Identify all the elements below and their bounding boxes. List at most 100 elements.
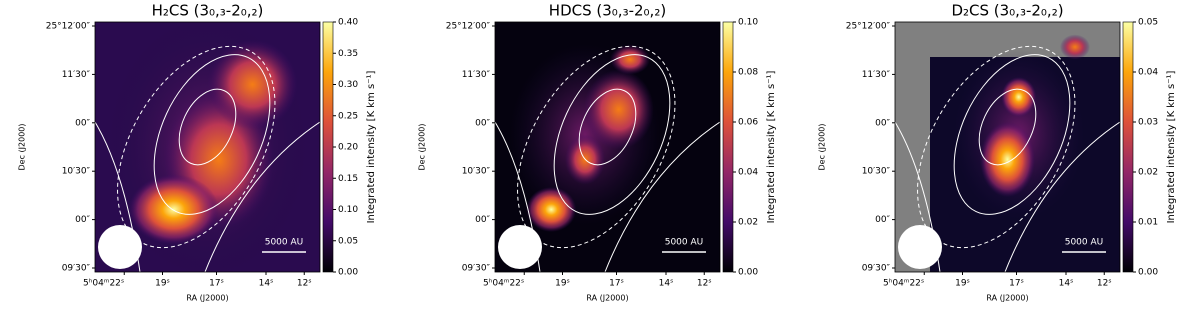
emission [128,174,219,245]
colorbar-tick-label: 0.04 [1138,68,1158,78]
colorbar-tick-label: 0.40 [338,18,358,28]
colorbar-tick-label: 0.00 [1138,268,1158,278]
x-tick-label: 12ˢ [1097,279,1112,289]
y-tick-label: 11′30″ [862,70,891,80]
contour [553,54,671,215]
y-axis-label: Dec (J2000) [818,124,827,171]
x-tick-label: 14ˢ [1059,279,1074,289]
y-tick-label: 10′30″ [862,167,891,177]
beam [98,225,142,269]
y-tick-label: 00″ [475,118,490,128]
colorbar-label: Integrated intensity [K km s⁻¹] [366,70,377,223]
y-tick-label: 00″ [875,215,890,225]
colorbar-tick-label: 0.03 [1138,118,1158,128]
colorbar-tick-label: 0.05 [1138,18,1158,28]
x-tick-label: 12ˢ [297,279,312,289]
colorbar-label: Integrated intensity [K km s⁻¹] [766,70,777,223]
contour [153,54,271,215]
x-axis-label: RA (J2000) [586,294,628,303]
colorbar [722,21,734,273]
y-tick-label: 00″ [75,118,90,128]
x-tick-label: 17ˢ [209,279,224,289]
scalebar-label: 5000 AU [665,238,704,248]
axes-frame [494,21,721,273]
y-tick-label: 10′30″ [462,167,491,177]
colorbar-tick-label: 0.10 [738,18,758,28]
colorbar-label: Integrated intensity [K km s⁻¹] [1166,70,1177,223]
y-tick-label: 00″ [475,215,490,225]
x-tick-label: 17ˢ [609,279,624,289]
colorbar-tick-label: 0.15 [338,174,358,184]
x-tick-label: 5ʰ04ᵐ22ˢ [483,279,524,289]
colorbar-tick-label: 0.20 [338,143,358,153]
y-tick-label: 25°12′00″ [446,22,491,32]
map: 5000 AU [95,22,320,272]
colorbar-tick-label: 0.02 [738,218,758,228]
x-tick-label: 5ʰ04ᵐ22ˢ [883,279,924,289]
emission [583,69,654,150]
x-tick-label: 12ˢ [697,279,712,289]
emission [610,44,650,75]
contour [178,88,237,166]
y-tick-label: 25°12′00″ [846,22,891,32]
y-tick-label: 10′30″ [62,167,91,177]
x-tick-label: 19ˢ [955,279,970,289]
y-tick-label: 09′30″ [862,264,891,274]
colorbar-tick-label: 0.08 [738,68,758,78]
contour [204,121,320,272]
colorbar-tick-label: 0.25 [338,111,358,121]
panel-title: D₂CS (3₀,₃-2₀,₂) [951,2,1063,20]
x-tick-label: 19ˢ [555,279,570,289]
y-tick-label: 09′30″ [462,264,491,274]
y-axis-label: Dec (J2000) [418,124,427,171]
y-tick-label: 11′30″ [62,70,91,80]
colorbar-tick-label: 0.00 [738,268,758,278]
colorbar-tick-label: 0.30 [338,80,358,90]
emission [1060,34,1090,60]
y-tick-label: 00″ [75,215,90,225]
colorbar-tick-label: 0.35 [338,49,358,59]
contour [578,88,637,166]
x-tick-label: 14ˢ [659,279,674,289]
panel-title: HDCS (3₀,₃-2₀,₂) [549,2,666,20]
colorbar-tick-label: 0.06 [738,118,758,128]
x-tick-label: 14ˢ [259,279,274,289]
panel: HDCS (3₀,₃-2₀,₂) 5000 AU 25°12′00″ 11′30″ 00… [418,2,778,303]
colorbar-tick-label: 0.02 [1138,168,1158,178]
contour-dashed [917,45,1076,249]
y-tick-label: 11′30″ [462,70,491,80]
axes-frame [94,21,321,273]
contour [604,121,720,272]
y-tick-label: 00″ [875,118,890,128]
beam [498,225,542,269]
emission [526,187,577,232]
colorbar [322,21,334,273]
contour [1004,121,1120,272]
contour [953,54,1071,215]
x-tick-label: 19ˢ [155,279,170,289]
x-axis-label: RA (J2000) [986,294,1028,303]
panel-title: H₂CS (3₀,₃-2₀,₂) [152,2,264,20]
emission [980,122,1035,197]
y-axis-label: Dec (J2000) [18,124,27,171]
emission [207,39,298,130]
colorbar [1122,21,1134,273]
x-tick-label: 5ʰ04ᵐ22ˢ [83,279,124,289]
beam [898,225,942,269]
x-axis-label: RA (J2000) [186,294,228,303]
colorbar-tick-label: 0.10 [338,205,358,215]
colorbar-tick-label: 0.00 [338,268,358,278]
map: 5000 AU [495,22,720,272]
emission [1001,77,1037,117]
panel: H₂CS (3₀,₃-2₀,₂) 5000 AU 25°12′00″ 11′30″ 00… [18,2,378,303]
colorbar-tick-label: 0.01 [1138,218,1158,228]
contour-dashed [517,45,676,249]
map: 5000 AU [895,22,1120,272]
axes-frame [894,21,1121,273]
colorbar-tick-label: 0.04 [738,168,758,178]
x-tick-label: 17ˢ [1009,279,1024,289]
scalebar-label: 5000 AU [265,238,304,248]
contour [978,88,1037,166]
scalebar-label: 5000 AU [1065,238,1104,248]
